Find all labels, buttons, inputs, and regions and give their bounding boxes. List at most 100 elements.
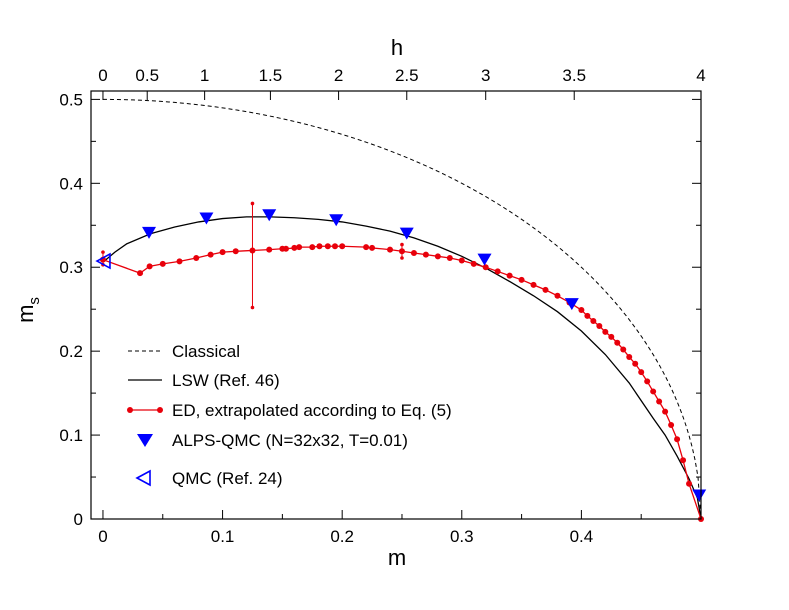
alps-qmc-point — [692, 489, 707, 502]
top-tick-label: 2.5 — [395, 66, 419, 85]
ed-point — [232, 248, 239, 255]
ed-line — [102, 245, 701, 519]
ed-point — [387, 246, 394, 253]
ed-point — [249, 247, 256, 254]
ed-point — [614, 339, 621, 346]
ed-point — [410, 249, 417, 256]
y-axis-title-subscript: s — [26, 297, 43, 305]
ed-point — [680, 457, 687, 464]
ed-point — [193, 255, 200, 262]
ed-point — [530, 281, 537, 288]
ed-point — [398, 248, 405, 255]
y-tick-label: 0.1 — [59, 426, 83, 445]
y-axis-title: ms — [13, 297, 43, 323]
ed-point — [309, 244, 316, 251]
ed-point — [363, 244, 370, 251]
y-tick-label: 0 — [74, 510, 83, 529]
qmc-point — [95, 252, 111, 270]
legend-label-qmc: QMC (Ref. 24) — [172, 469, 283, 488]
ed-point — [608, 333, 615, 340]
y-axis-title-main: m — [13, 305, 38, 323]
ed-point — [219, 249, 226, 256]
alps-qmc-point — [199, 212, 214, 225]
x-tick-label: 0.1 — [211, 527, 235, 546]
alps-qmc-point — [262, 209, 277, 222]
y-tick-label: 0.4 — [59, 174, 83, 193]
ed-point — [332, 243, 338, 250]
alps-qmc-point — [564, 298, 579, 311]
legend-swatch-alps-qmc — [137, 434, 153, 447]
ed-point — [159, 260, 166, 267]
alps-qmc-point — [329, 214, 344, 227]
ed-point — [470, 260, 477, 267]
lsw-curve — [102, 216, 701, 519]
top-tick-label: 3.5 — [562, 66, 586, 85]
top-tick-label: 0 — [98, 66, 107, 85]
ed-point — [644, 378, 651, 385]
legend: Classical LSW (Ref. 46) ED, extrapolated… — [127, 342, 452, 488]
plot-frame — [90, 90, 702, 520]
ed-point — [506, 272, 513, 279]
y-tick-label: 0.5 — [59, 90, 83, 109]
top-tick-label: 1.5 — [259, 66, 283, 85]
ed-point — [662, 408, 669, 415]
ed-point — [656, 398, 663, 405]
alps-qmc-point — [477, 253, 492, 266]
ed-point — [494, 268, 501, 275]
ed-point — [518, 276, 525, 283]
legend-label-alps-qmc: ALPS-QMC (N=32x32, T=0.01) — [172, 431, 408, 450]
x-axis-title: m — [388, 545, 406, 570]
ed-point — [291, 244, 298, 251]
legend-swatch-qmc — [135, 469, 151, 487]
x-tick-label: 0.3 — [450, 527, 474, 546]
ed-point — [590, 317, 597, 324]
top-tick-label: 0.5 — [135, 66, 159, 85]
ed-point — [176, 258, 183, 265]
x-tick-label: 0.4 — [570, 527, 594, 546]
legend-label-lsw: LSW (Ref. 46) — [172, 371, 280, 390]
ed-point — [266, 246, 273, 253]
top-tick-label: 4 — [696, 66, 705, 85]
y-tick-label: 0.2 — [59, 342, 83, 361]
alps-qmc-point — [142, 226, 157, 239]
ed-point — [584, 312, 591, 319]
ed-point — [446, 255, 453, 262]
ed-point — [282, 245, 289, 252]
ed-point — [578, 307, 585, 314]
ed-point — [146, 263, 153, 270]
top-tick-label: 2 — [334, 66, 343, 85]
ed-point — [339, 243, 346, 250]
ed-point — [632, 360, 639, 367]
alps-qmc-point — [399, 227, 414, 240]
ed-point — [458, 257, 465, 264]
x-tick-label: 0 — [98, 527, 107, 546]
legend-swatch-ed-marker-left — [127, 407, 133, 413]
top-tick-label: 1 — [200, 66, 209, 85]
ed-point — [626, 354, 633, 361]
ed-point — [686, 480, 693, 487]
ed-point — [316, 243, 323, 250]
ed-point — [542, 286, 549, 293]
ed-point — [422, 251, 429, 258]
ed-error-bar-cap — [400, 242, 404, 247]
ed-point — [207, 251, 214, 258]
legend-label-ed: ED, extrapolated according to Eq. (5) — [172, 401, 452, 420]
ed-point — [137, 270, 144, 277]
ed-point — [296, 244, 303, 251]
ed-error-bar-cap — [250, 201, 255, 206]
ed-error-bar-cap — [101, 250, 105, 254]
y-tick-label: 0.3 — [59, 258, 83, 277]
ed-point — [668, 422, 675, 429]
ed-error-bar-cap — [250, 305, 255, 310]
ed-point — [638, 369, 645, 376]
legend-swatch-ed-marker-right — [157, 407, 163, 413]
ed-point — [324, 243, 331, 250]
ed-point — [602, 328, 609, 335]
ed-point — [620, 346, 627, 353]
x-tick-label: 0.2 — [330, 527, 354, 546]
ed-point — [650, 388, 657, 395]
ed-point — [369, 244, 376, 251]
ed-error-bar-cap — [400, 256, 404, 260]
ed-point — [596, 322, 603, 329]
